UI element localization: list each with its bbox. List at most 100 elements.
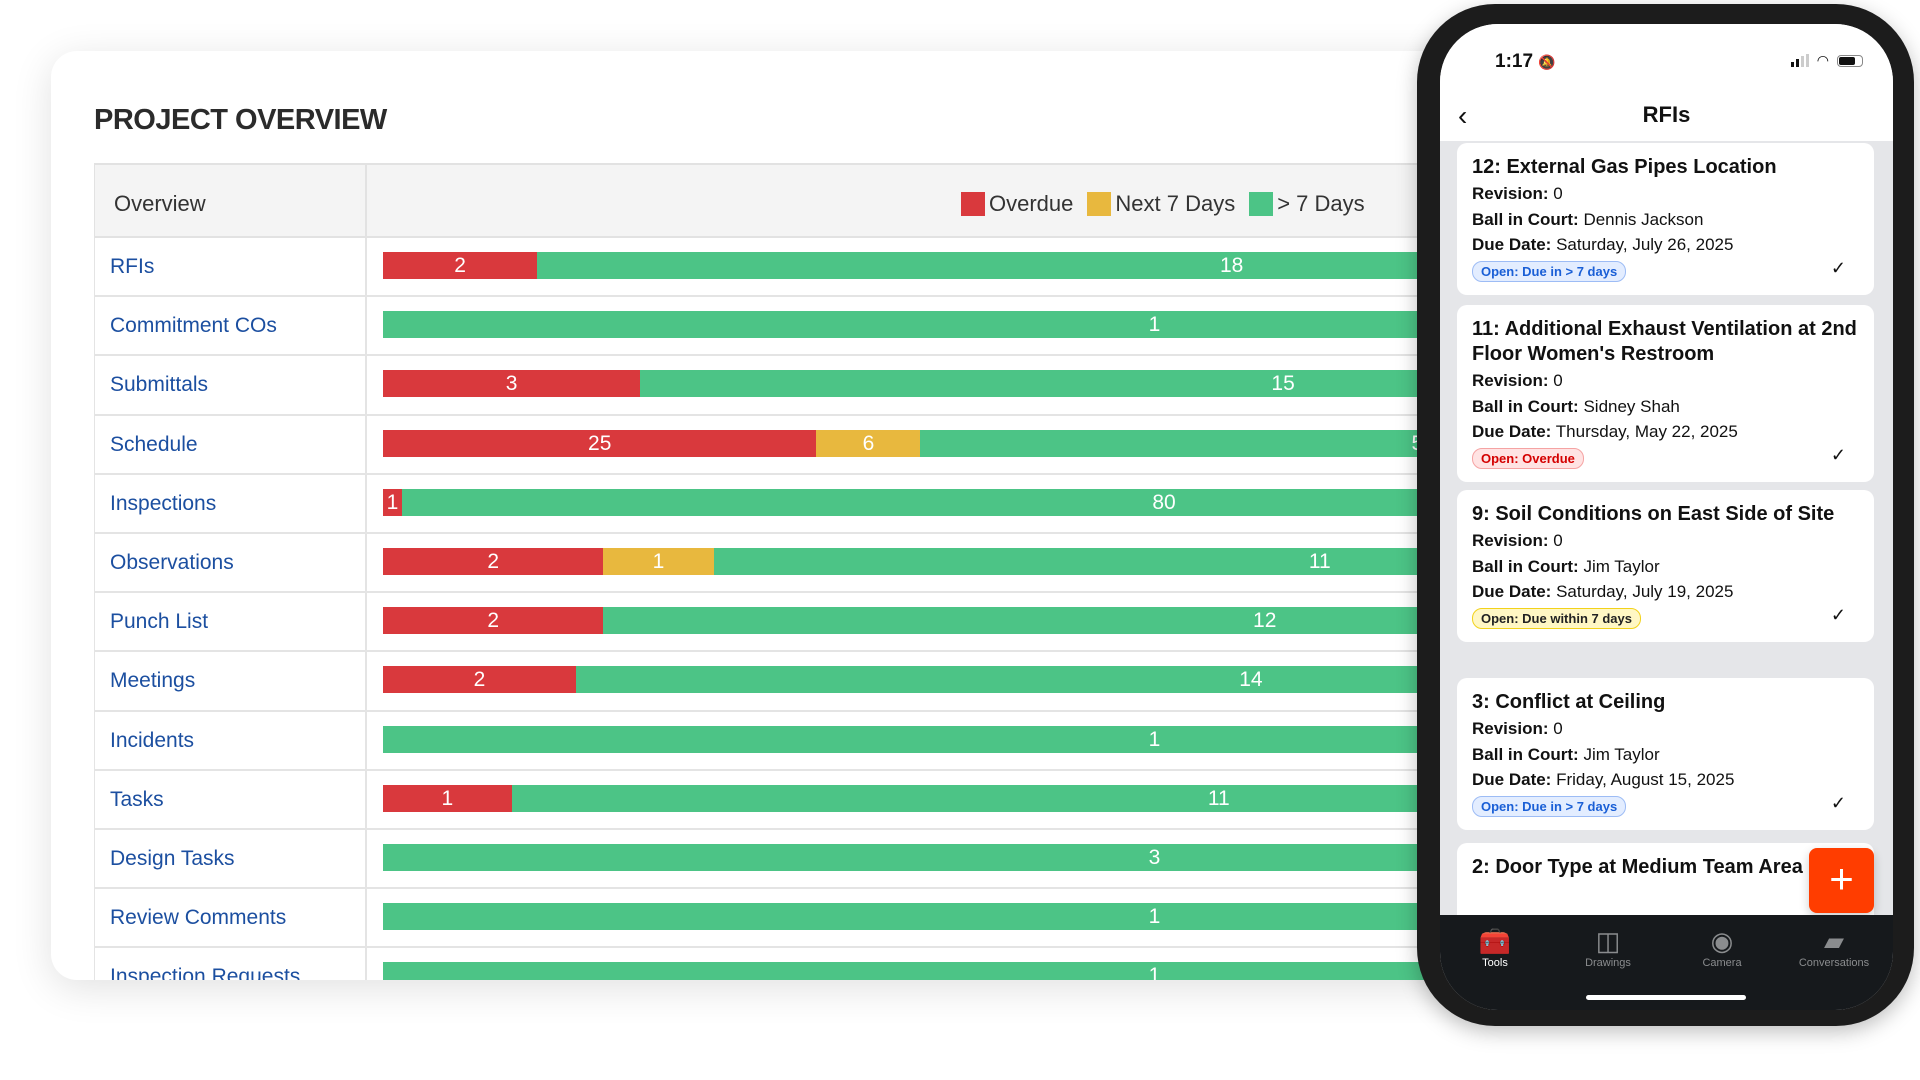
bar-segment-overdue[interactable]: 2 bbox=[383, 666, 576, 694]
bar-label: 1 bbox=[441, 786, 454, 810]
status-time: 1:17 🔕 bbox=[1495, 51, 1556, 72]
phone-screen: 1:17 🔕 ◠ ‹ RFIs 12: External Gas Pipes L… bbox=[1440, 24, 1893, 1010]
column-header: Overview bbox=[95, 165, 367, 236]
status-badge: Open: Due in > 7 days bbox=[1472, 260, 1627, 282]
bar-label: 3 bbox=[1148, 845, 1161, 869]
phone-mockup: 1:17 🔕 ◠ ‹ RFIs 12: External Gas Pipes L… bbox=[1417, 4, 1914, 1026]
rfi-due-date: Due Date: Saturday, July 26, 2025 bbox=[1472, 235, 1734, 254]
tab-tools[interactable]: 🧰 Tools bbox=[1440, 925, 1550, 969]
legend: Overdue Next 7 Days > 7 Days bbox=[961, 191, 1379, 217]
bar-label: 1 bbox=[1148, 727, 1161, 751]
conversations-icon: ▰ bbox=[1824, 926, 1844, 956]
bar-segment-overdue[interactable]: 1 bbox=[383, 784, 512, 812]
row-link[interactable]: Incidents bbox=[95, 711, 367, 769]
camera-icon: ◉ bbox=[1710, 926, 1734, 956]
check-icon: ✓ bbox=[1830, 444, 1846, 465]
rfi-list-item[interactable]: 12: External Gas Pipes Location Revision:… bbox=[1457, 143, 1874, 295]
rfi-due-date: Due Date: Thursday, May 22, 2025 bbox=[1472, 422, 1738, 441]
toolbox-icon: 🧰 bbox=[1478, 926, 1512, 956]
rfi-revision: Revision: 0 bbox=[1472, 184, 1563, 203]
bar-label: 1 bbox=[1148, 964, 1161, 980]
check-icon: ✓ bbox=[1830, 257, 1846, 278]
screen-title: RFIs bbox=[1642, 102, 1691, 127]
bar-segment-next-7-days[interactable]: 6 bbox=[816, 429, 921, 457]
row-link[interactable]: Commitment COs bbox=[95, 297, 367, 355]
bar-label: 15 bbox=[1271, 372, 1295, 396]
status-badge: Open: Overdue bbox=[1472, 447, 1584, 469]
bar-label: 1 bbox=[386, 490, 399, 514]
rfi-ball-in-court: Ball in Court: Jim Taylor bbox=[1472, 556, 1660, 576]
signal-icon bbox=[1790, 54, 1809, 67]
bar-label: 25 bbox=[588, 431, 612, 455]
table-row: Inspection Requests 1 bbox=[94, 948, 1701, 980]
bar-label: 6 bbox=[862, 431, 875, 455]
rfi-list-item[interactable]: 9: Soil Conditions on East Side of Site R… bbox=[1457, 490, 1874, 642]
bell-muted-icon: 🔕 bbox=[1538, 54, 1556, 70]
check-icon: ✓ bbox=[1830, 604, 1846, 625]
bar-segment-overdue[interactable]: 2 bbox=[383, 547, 604, 575]
row-link[interactable]: Submittals bbox=[95, 356, 367, 414]
rfi-revision: Revision: 0 bbox=[1472, 371, 1563, 390]
bar-segment-more-7-days[interactable]: 1 bbox=[383, 962, 1701, 980]
page-title: PROJECT OVERVIEW bbox=[94, 104, 387, 136]
tab-bar: 🧰 Tools ◫ Drawings ◉ Camera ▰ Conversations bbox=[1440, 915, 1893, 1010]
bar-label: 80 bbox=[1152, 490, 1176, 514]
rfi-list-item[interactable]: 3: Conflict at Ceiling Revision: 0 Ball in… bbox=[1457, 678, 1874, 830]
plus-icon: + bbox=[1829, 855, 1854, 902]
row-link[interactable]: Tasks bbox=[95, 770, 367, 828]
rfi-ball-in-court: Ball in Court: Jim Taylor bbox=[1472, 744, 1660, 764]
check-icon: ✓ bbox=[1830, 792, 1846, 813]
bar-label: 11 bbox=[1207, 786, 1230, 810]
rfi-ball-in-court: Ball in Court: Sidney Shah bbox=[1472, 396, 1680, 416]
row-link[interactable]: Design Tasks bbox=[95, 829, 367, 888]
rfi-list-item[interactable]: 11: Additional Exhaust Ventilation at 2n… bbox=[1457, 305, 1874, 482]
rfi-due-date: Due Date: Saturday, July 19, 2025 bbox=[1472, 582, 1734, 601]
bar-label: 18 bbox=[1219, 254, 1244, 277]
bar-label: 1 bbox=[1148, 313, 1161, 337]
row-link[interactable]: Inspection Requests bbox=[95, 948, 367, 980]
tab-camera[interactable]: ◉ Camera bbox=[1667, 925, 1777, 969]
bar-segment-overdue[interactable]: 2 bbox=[383, 252, 538, 279]
tab-conversations[interactable]: ▰ Conversations bbox=[1779, 925, 1889, 969]
bar-label: 2 bbox=[487, 549, 500, 573]
bar-segment-overdue[interactable]: 1 bbox=[383, 488, 403, 516]
rfi-revision: Revision: 0 bbox=[1472, 531, 1563, 550]
wifi-icon: ◠ bbox=[1816, 52, 1829, 68]
bar-label: 12 bbox=[1253, 609, 1277, 633]
bar-segment-next-7-days[interactable]: 1 bbox=[603, 547, 714, 575]
row-link[interactable]: Inspections bbox=[95, 474, 367, 532]
legend-next-7-days: Next 7 Days bbox=[1087, 191, 1235, 217]
bar-label: 11 bbox=[1308, 549, 1331, 573]
tab-drawings[interactable]: ◫ Drawings bbox=[1553, 925, 1663, 969]
status-badge: Open: Due within 7 days bbox=[1472, 607, 1641, 629]
bar-segment-overdue[interactable]: 2 bbox=[383, 607, 604, 635]
bar-segment-overdue[interactable]: 3 bbox=[383, 370, 641, 398]
bar-segment-overdue[interactable]: 25 bbox=[383, 429, 817, 457]
legend-more-7-days: > 7 Days bbox=[1249, 191, 1365, 217]
rfi-title: 12: External Gas Pipes Location bbox=[1472, 156, 1777, 178]
rfi-due-date: Due Date: Friday, August 15, 2025 bbox=[1472, 770, 1735, 789]
row-link[interactable]: Review Comments bbox=[95, 889, 367, 947]
bar-label: 2 bbox=[473, 668, 486, 692]
row-link[interactable]: Observations bbox=[95, 533, 367, 592]
row-link[interactable]: Meetings bbox=[95, 652, 367, 710]
bar-label: 2 bbox=[454, 254, 466, 277]
rfi-ball-in-court: Ball in Court: Dennis Jackson bbox=[1472, 209, 1704, 229]
bar-label: 2 bbox=[487, 609, 500, 633]
legend-overdue: Overdue bbox=[961, 191, 1073, 217]
back-button[interactable]: ‹ bbox=[1458, 100, 1468, 131]
battery-icon bbox=[1837, 55, 1863, 67]
rfi-title: 11: Additional Exhaust Ventilation at 2n… bbox=[1472, 318, 1857, 365]
bar-label: 14 bbox=[1239, 668, 1263, 692]
rfi-title: 2: Door Type at Medium Team Area bbox=[1472, 856, 1803, 878]
row-link[interactable]: Punch List bbox=[95, 593, 367, 651]
bar-label: 1 bbox=[1148, 905, 1161, 929]
status-icons: ◠ bbox=[1790, 52, 1863, 68]
drawings-icon: ◫ bbox=[1595, 926, 1621, 956]
add-rfi-button[interactable]: + bbox=[1809, 848, 1874, 913]
header: 1:17 🔕 ◠ ‹ RFIs bbox=[1440, 24, 1893, 141]
stacked-bar: 1 bbox=[383, 962, 1701, 980]
row-link[interactable]: RFIs bbox=[95, 238, 367, 296]
status-badge: Open: Due in > 7 days bbox=[1472, 795, 1627, 817]
row-link[interactable]: Schedule bbox=[95, 415, 367, 473]
